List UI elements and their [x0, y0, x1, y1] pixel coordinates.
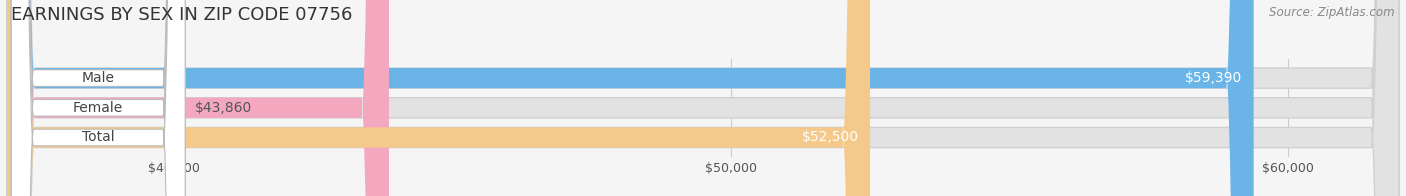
FancyBboxPatch shape	[7, 0, 1399, 196]
Text: Total: Total	[82, 131, 114, 144]
FancyBboxPatch shape	[7, 0, 389, 196]
Text: Male: Male	[82, 71, 115, 85]
Text: Female: Female	[73, 101, 124, 115]
Text: EARNINGS BY SEX IN ZIP CODE 07756: EARNINGS BY SEX IN ZIP CODE 07756	[11, 6, 353, 24]
FancyBboxPatch shape	[11, 0, 186, 196]
FancyBboxPatch shape	[7, 0, 1399, 196]
Text: $52,500: $52,500	[801, 131, 859, 144]
Text: $43,860: $43,860	[195, 101, 252, 115]
FancyBboxPatch shape	[7, 0, 1399, 196]
FancyBboxPatch shape	[11, 0, 186, 196]
Text: $59,390: $59,390	[1185, 71, 1243, 85]
Text: Source: ZipAtlas.com: Source: ZipAtlas.com	[1270, 6, 1395, 19]
FancyBboxPatch shape	[11, 0, 186, 196]
FancyBboxPatch shape	[7, 0, 1254, 196]
FancyBboxPatch shape	[7, 0, 870, 196]
